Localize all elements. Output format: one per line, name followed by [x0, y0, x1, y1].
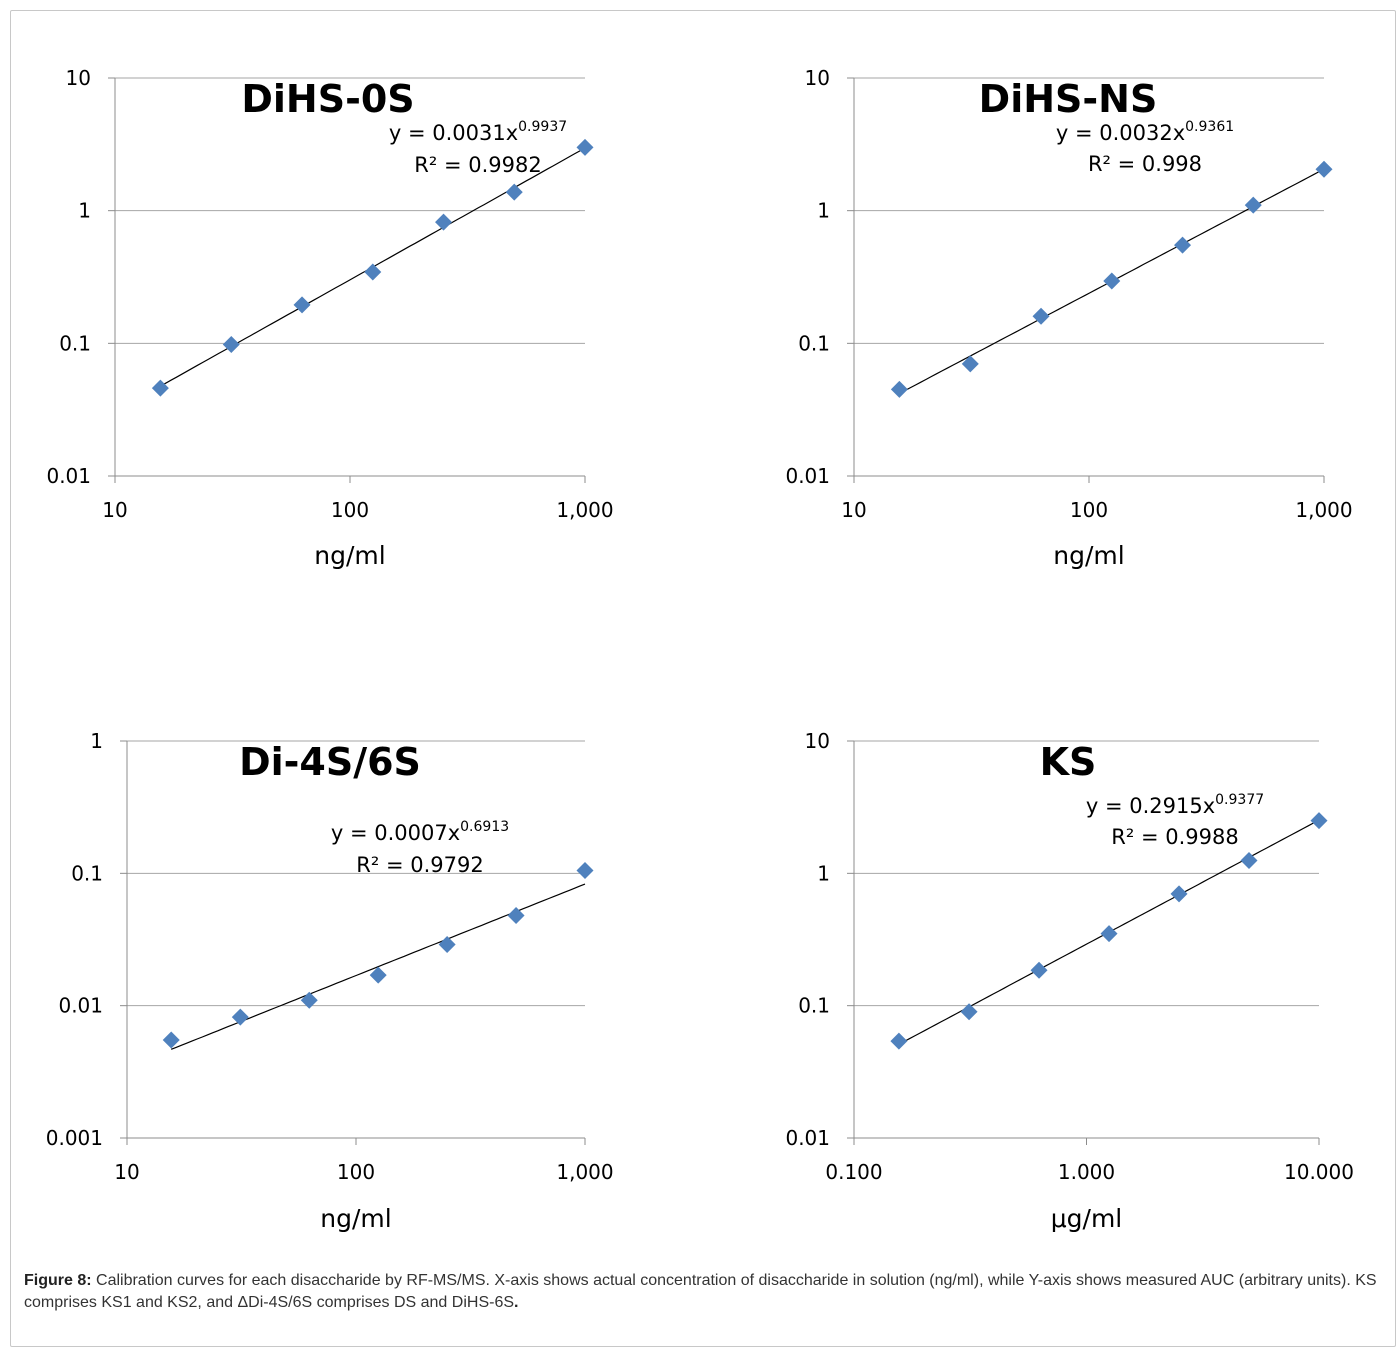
chart4-y-tick-label: 0.01	[785, 1126, 830, 1150]
chart1-title: DiHS-0S	[241, 77, 414, 121]
chart2-data-point	[890, 380, 908, 398]
chart3-data-point	[369, 966, 387, 984]
chart4-data-point	[1100, 925, 1118, 943]
chart1-equation-exponent: 0.9937	[518, 119, 567, 135]
chart3-x-tick-label: 1,000	[556, 1160, 613, 1184]
chart3-data-point	[300, 991, 318, 1009]
chart3-x-tick-label: 10	[114, 1160, 139, 1184]
chart2-x-tick-label: 100	[1070, 498, 1108, 522]
chart4-data-point	[890, 1032, 908, 1050]
chart3-y-tick-label: 0.1	[71, 861, 103, 885]
chart2-y-tick-label: 10	[805, 66, 830, 90]
chart3-title: Di-4S/6S	[239, 740, 421, 784]
chart1-y-tick-label: 10	[66, 66, 91, 90]
chart1-data-point	[435, 213, 453, 231]
chart4-equation: y = 0.2915x0.9377	[1086, 792, 1264, 818]
chart1-data-point	[505, 183, 523, 201]
chart4-data-point	[960, 1003, 978, 1021]
chart2-x-tick-label: 10	[841, 498, 866, 522]
chart1-y-tick-label: 0.01	[46, 464, 91, 488]
chart4-x-axis-label: μg/ml	[1051, 1204, 1123, 1233]
chart2-y-tick-label: 0.01	[785, 464, 830, 488]
chart3-data-point	[231, 1008, 249, 1026]
chart2-data-point	[1244, 196, 1262, 214]
chart1-data-point	[151, 379, 169, 397]
chart2-x-axis-label: ng/ml	[1053, 541, 1124, 570]
chart1-equation-base: y = 0.0031x	[389, 121, 518, 145]
chart3-y-tick-label: 0.001	[46, 1126, 103, 1150]
chart3-y-tick-label: 1	[90, 729, 103, 753]
chart4-y-tick-label: 1	[817, 861, 830, 885]
chart1-x-tick-label: 10	[102, 498, 127, 522]
chart4-x-tick-label: 0.100	[825, 1160, 882, 1184]
chart3-trendline	[170, 883, 586, 1050]
chart2-r-squared: R² = 0.998	[1088, 152, 1202, 176]
chart4-x-tick-label: 1.000	[1058, 1160, 1115, 1184]
chart1-data-point	[222, 335, 240, 353]
chart2-equation-base: y = 0.0032x	[1056, 121, 1185, 145]
chart3-data-point	[438, 935, 456, 953]
chart4-y-tick-label: 10	[805, 729, 830, 753]
chart2-x-tick-label: 1,000	[1295, 498, 1352, 522]
chart3-data-point	[162, 1031, 180, 1049]
chart4-y-tick-label: 0.1	[798, 994, 830, 1018]
chart2-title: DiHS-NS	[979, 77, 1158, 121]
caption-end: .	[514, 1294, 519, 1311]
chart1-data-point	[293, 296, 311, 314]
chart1-x-tick-label: 1,000	[556, 498, 613, 522]
chart4-r-squared: R² = 0.9988	[1111, 825, 1238, 849]
chart3-x-tick-label: 100	[337, 1160, 375, 1184]
chart1-y-tick-label: 0.1	[59, 331, 91, 355]
chart1-data-point	[576, 138, 594, 156]
chart1-equation: y = 0.0031x0.9937	[389, 119, 567, 145]
figure-frame	[10, 10, 1396, 1347]
chart3-r-squared: R² = 0.9792	[356, 853, 483, 877]
caption-label: Figure 8:	[24, 1272, 92, 1289]
chart3-x-axis-label: ng/ml	[320, 1204, 391, 1233]
chart3-data-point	[507, 907, 525, 925]
chart1-r-squared: R² = 0.9982	[414, 153, 541, 177]
chart3-data-point	[576, 862, 594, 880]
chart2-data-point	[1032, 307, 1050, 325]
chart2-data-point	[1103, 272, 1121, 290]
chart4-equation-exponent: 0.9377	[1215, 792, 1264, 808]
chart3-y-tick-label: 0.01	[58, 994, 103, 1018]
chart3-equation-exponent: 0.6913	[460, 819, 509, 835]
chart2-y-tick-label: 1	[817, 199, 830, 223]
chart1-y-tick-label: 1	[78, 199, 91, 223]
figure-caption: Figure 8: Calibration curves for each di…	[24, 1270, 1396, 1314]
chart4-x-tick-label: 10.000	[1284, 1160, 1354, 1184]
caption-text: Calibration curves for each disaccharide…	[24, 1272, 1377, 1311]
chart2-data-point	[961, 355, 979, 373]
chart1-data-point	[364, 263, 382, 281]
chart4-data-point	[1170, 885, 1188, 903]
chart2-data-point	[1174, 236, 1192, 254]
chart4-equation-base: y = 0.2915x	[1086, 794, 1215, 818]
chart2-data-point	[1315, 160, 1333, 178]
chart3-equation: y = 0.0007x0.6913	[331, 819, 509, 845]
chart2-equation: y = 0.0032x0.9361	[1056, 119, 1234, 145]
chart4-data-point	[1240, 852, 1258, 870]
chart1-x-tick-label: 100	[331, 498, 369, 522]
chart3-equation-base: y = 0.0007x	[331, 821, 460, 845]
chart4-title: KS	[1040, 740, 1097, 784]
chart2-y-tick-label: 0.1	[798, 331, 830, 355]
chart4-data-point	[1030, 961, 1048, 979]
chart1-x-axis-label: ng/ml	[314, 541, 385, 570]
chart2-equation-exponent: 0.9361	[1185, 119, 1234, 135]
chart4-data-point	[1310, 812, 1328, 830]
